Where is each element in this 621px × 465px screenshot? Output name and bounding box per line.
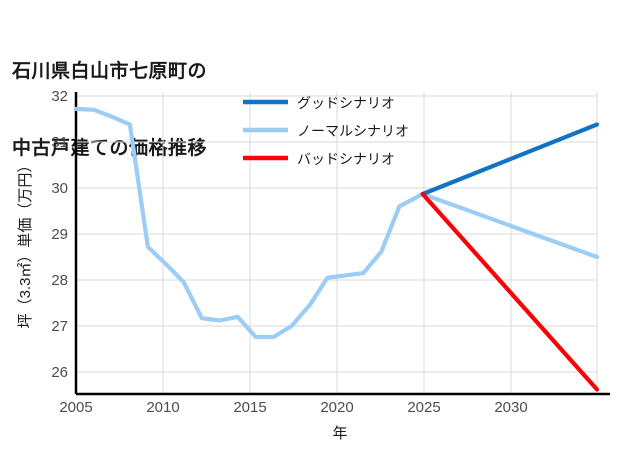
series-line-bad	[420, 191, 600, 392]
x-tick-2015: 2015	[233, 399, 266, 416]
chart-title-line-2: 中古戸建ての価格推移	[12, 138, 208, 160]
x-tick-2005: 2005	[59, 399, 92, 416]
x-tick-2030: 2030	[494, 399, 527, 416]
y-tick-labels: 32 31 30 29 28 27 26	[51, 88, 68, 381]
chart-title-line-1: 石川県白山市七原町の	[12, 61, 208, 83]
y-axis-title: 坪（3.3㎡）単価（万円）	[17, 158, 34, 329]
x-axis-title: 年	[332, 425, 347, 442]
series-line-normal	[73, 106, 600, 340]
x-tick-labels: 2005 2010 2015 2020 2025 2030	[59, 399, 527, 416]
legend-label-bad: バッドシナリオ	[297, 151, 395, 167]
x-tick-2025: 2025	[407, 399, 440, 416]
y-tick-27: 27	[51, 318, 68, 335]
y-tick-29: 29	[51, 226, 68, 243]
y-tick-30: 30	[51, 180, 68, 197]
x-gridlines	[162, 92, 598, 394]
legend-label-good: グッドシナリオ	[297, 95, 395, 111]
series-line-good	[420, 122, 600, 197]
legend-label-normal: ノーマルシナリオ	[297, 123, 409, 139]
y-tick-28: 28	[51, 272, 68, 289]
y-tick-31: 31	[51, 134, 68, 151]
chart-legend: グッドシナリオ ノーマルシナリオ バッドシナリオ	[243, 95, 409, 167]
chart-title: 石川県白山市七原町の 中古戸建ての価格推移	[12, 8, 207, 213]
x-tick-2010: 2010	[146, 399, 179, 416]
y-tick-32: 32	[51, 88, 68, 105]
y-tick-26: 26	[51, 364, 68, 381]
x-tick-2020: 2020	[320, 399, 353, 416]
